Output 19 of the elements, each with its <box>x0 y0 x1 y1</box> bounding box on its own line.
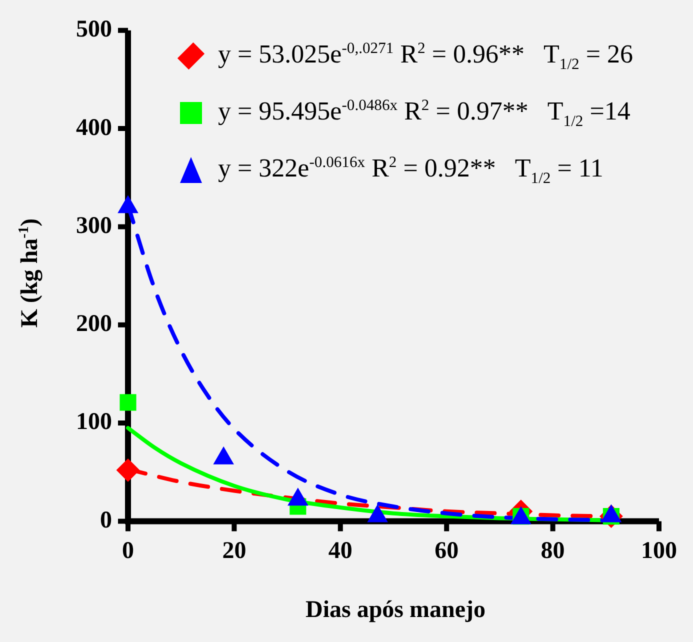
y-tick-label: 400 <box>76 114 112 141</box>
x-tick-label: 100 <box>641 538 677 564</box>
point <box>120 394 136 411</box>
x-tick-label: 80 <box>540 538 565 564</box>
legend-label: y = 322e$^{-0.0616x}$ R$^{2}$ = 0.92** T$_{1/2}$ = 11 <box>218 152 604 189</box>
legend-label: y = 95.495e$^{-0.0486x}$ R$^{2}$ = 0.97** T$_{1/2}$ =14 <box>218 96 630 132</box>
x-tick-label: 0 <box>122 538 134 564</box>
y-tick-label: 100 <box>76 409 112 436</box>
x-axis-title: Dias após manejo <box>304 597 486 624</box>
y-tick-label: 200 <box>76 311 112 338</box>
y-tick-label: 500 <box>76 16 112 43</box>
legend-label: y = 53.025e$^{-0,.0271}$ R$^{2}$ = 0.96** T$_{1/2}$ = 26 <box>218 38 634 75</box>
y-tick-label: 300 <box>76 212 112 239</box>
x-tick-label: 60 <box>434 538 459 564</box>
x-tick-label: 20 <box>222 538 246 564</box>
point <box>118 196 138 214</box>
point <box>116 458 140 482</box>
x-tick-label: 40 <box>328 538 352 564</box>
y-tick-label: 0 <box>100 507 112 534</box>
